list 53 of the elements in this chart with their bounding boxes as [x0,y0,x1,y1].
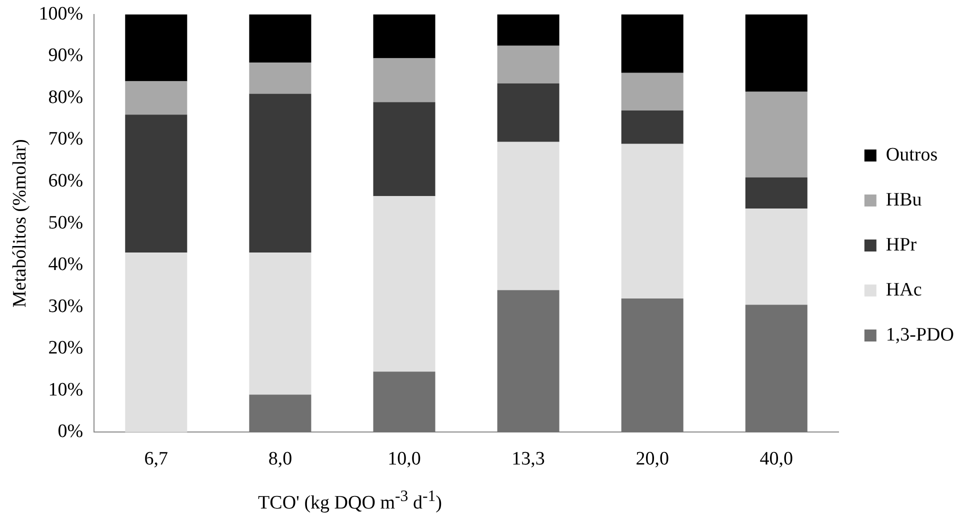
bar [373,14,436,58]
bar [745,208,808,305]
legend-label: HBu [886,189,922,210]
x-tick-label: 10,0 [388,448,421,470]
bar [125,14,188,82]
y-tick-label: 60% [48,170,84,192]
y-tick-label: 70% [48,128,84,150]
y-tick-label: 30% [48,296,84,317]
bar [497,14,560,46]
bar [249,394,312,432]
bar [249,62,312,94]
y-tick-label: 90% [48,45,84,66]
bar [249,14,312,62]
bar [125,252,188,432]
bar [745,177,808,209]
y-tick-label: 50% [48,212,84,234]
legend-label: 1,3-PDO [886,324,954,346]
bar [373,102,436,196]
y-tick-label: 10% [48,379,84,400]
bar [373,196,436,372]
y-tick-label: 20% [48,338,84,359]
bar [497,142,560,290]
y-tick-label: 0% [58,421,84,442]
x-tick-label: 13,3 [512,448,545,470]
y-axis-title: Metabólitos (%molar) [9,139,30,308]
x-axis-title: TCO' (kg DQO m$^{-3}$ d$^{-1}$) [257,488,443,514]
x-tick-label: 20,0 [636,448,669,470]
y-tick-label: 100% [38,3,84,24]
bar [125,81,188,115]
bar [745,304,808,432]
bar [621,14,684,73]
legend-label: HPr [886,234,918,256]
bar [249,94,312,253]
bar [745,14,808,92]
bar [373,372,436,432]
x-tick-label: 8,0 [268,448,292,470]
legend-label: Outros [886,144,938,166]
bar [497,290,560,432]
bar [621,110,684,144]
x-tick-label: 40,0 [760,448,794,470]
bar [249,252,312,395]
x-tick-label: 6,7 [144,448,168,470]
bar [621,144,684,299]
bar [621,298,684,432]
bar [497,46,560,84]
y-tick-label: 80% [48,86,84,108]
bar [125,114,188,253]
bar [497,83,560,142]
bar [621,72,684,110]
y-tick-label: 40% [48,254,84,276]
bar [373,58,436,102]
bar [745,92,808,178]
legend-label: HAc [886,279,922,300]
